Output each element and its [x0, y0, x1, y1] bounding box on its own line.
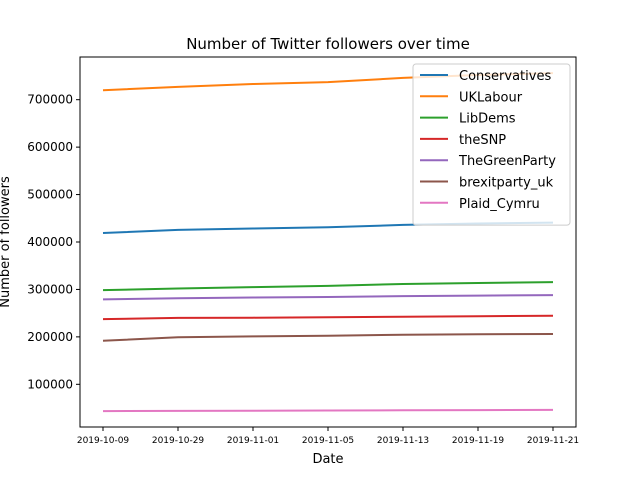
- legend-label: Conservatives: [459, 69, 551, 84]
- series-line-thesnp: [102, 314, 554, 321]
- legend-label: brexitparty_uk: [459, 176, 554, 191]
- y-tick-label: 100000: [27, 377, 73, 391]
- x-axis: 2019-10-09 2019-10-29 2019-11-01 2019-11-05…: [77, 427, 579, 446]
- x-tick-label: 2019-10-29: [152, 436, 205, 446]
- plot-lines: [102, 72, 554, 413]
- legend-label: Plaid_Cymru: [459, 197, 540, 212]
- y-axis: 100000 200000 300000 400000 500000 600000 7000…: [27, 93, 80, 391]
- y-tick-label: 200000: [27, 330, 73, 344]
- y-tick-label: 300000: [27, 282, 73, 296]
- x-axis-label: Date: [312, 452, 343, 467]
- series-line-libdems: [102, 281, 554, 292]
- y-tick-label: 400000: [27, 235, 73, 249]
- x-tick-label: 2019-11-01: [227, 436, 279, 446]
- legend-label: TheGreenParty: [458, 154, 556, 169]
- chart-title: Number of Twitter followers over time: [186, 35, 470, 53]
- y-axis-label: Number of followers: [0, 176, 13, 308]
- y-tick-label: 600000: [27, 140, 73, 154]
- series-line-brexitparty-uk: [102, 333, 554, 342]
- x-tick-label: 2019-10-09: [77, 436, 130, 446]
- legend-label: LibDems: [459, 112, 516, 127]
- y-tick-label: 700000: [27, 93, 73, 107]
- series-line-thegreenparty: [102, 294, 554, 301]
- x-tick-label: 2019-11-05: [302, 436, 354, 446]
- series-line-plaid-cymru: [102, 408, 554, 413]
- x-tick-label: 2019-11-19: [452, 436, 505, 446]
- x-tick-label: 2019-11-21: [527, 436, 579, 446]
- legend-label: theSNP: [459, 133, 506, 148]
- y-tick-label: 500000: [27, 188, 73, 202]
- legend-box: [412, 63, 571, 226]
- legend: Conservatives UKLabour LibDems theSNP TheGre…: [412, 63, 571, 226]
- x-tick-label: 2019-11-13: [377, 436, 429, 446]
- legend-label: UKLabour: [459, 90, 523, 105]
